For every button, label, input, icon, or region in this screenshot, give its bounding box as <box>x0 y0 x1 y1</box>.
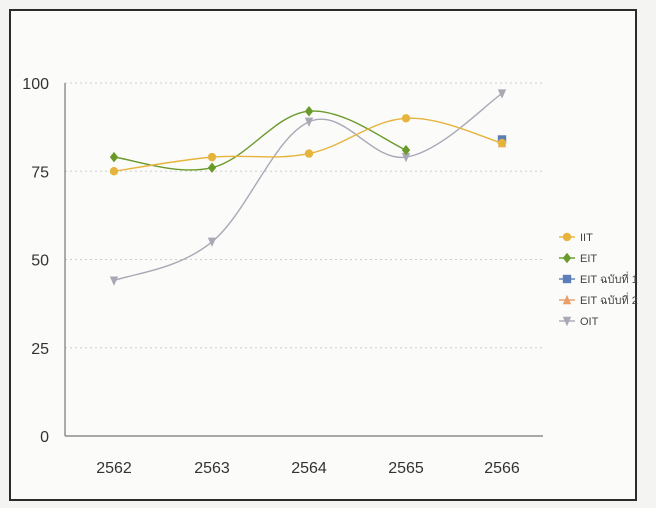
x-tick-label: 2564 <box>291 460 327 477</box>
data-point <box>401 144 411 156</box>
x-tick-label: 2563 <box>194 460 230 477</box>
data-point <box>304 117 314 128</box>
data-point <box>207 237 217 248</box>
legend-marker <box>562 252 572 264</box>
y-tick-label: 0 <box>40 429 49 446</box>
data-point <box>401 152 411 163</box>
data-point <box>207 162 217 173</box>
data-point <box>207 152 217 162</box>
y-tick-label: 25 <box>31 341 49 358</box>
y-tick-label: 50 <box>31 253 49 270</box>
data-point <box>497 138 507 148</box>
data-point <box>304 149 314 158</box>
chart-frame: 0 25 50 75 100 2562 2563 2564 2565 2566 IIT EIT EIT … <box>9 9 638 501</box>
legend-label: OIT <box>580 316 599 328</box>
series-line-0 <box>113 117 503 172</box>
data-point <box>109 167 119 176</box>
legend-label: EIT ฉบับที่ 2 <box>580 292 638 307</box>
legend-label: EIT ฉบับที่ 1 <box>580 271 638 286</box>
x-tick-label: 2566 <box>484 460 520 477</box>
y-tick-label: 100 <box>22 76 49 93</box>
data-point <box>109 276 119 286</box>
legend-marker <box>562 232 572 242</box>
legend-marker <box>562 274 572 284</box>
x-tick-label: 2562 <box>96 460 132 477</box>
data-point <box>497 89 507 99</box>
legend-label: EIT <box>580 253 597 265</box>
data-point <box>109 151 119 163</box>
legend-label: IIT <box>580 232 593 244</box>
x-tick-label: 2565 <box>388 460 424 477</box>
data-point <box>401 114 411 123</box>
line-chart: 0 25 50 75 100 2562 2563 2564 2565 2566 IIT EIT EIT … <box>22 76 638 477</box>
data-point <box>304 106 314 117</box>
legend-marker <box>562 294 572 305</box>
y-tick-label: 75 <box>31 164 49 181</box>
series-line-1 <box>113 110 407 171</box>
legend-marker <box>562 316 572 327</box>
